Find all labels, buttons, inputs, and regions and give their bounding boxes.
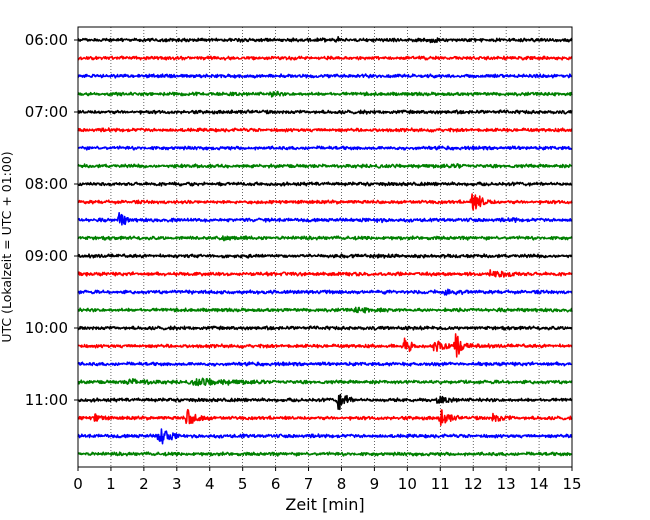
y-tick-label: 06:00 xyxy=(25,31,68,49)
trace-09:45 xyxy=(77,306,573,314)
trace-09:00 xyxy=(77,253,573,259)
trace-07:30 xyxy=(77,145,573,151)
trace-07:45 xyxy=(77,163,573,169)
trace-08:30 xyxy=(77,211,573,226)
trace-09:15 xyxy=(77,269,573,278)
trace-11:30 xyxy=(77,428,573,445)
y-tick-label: 10:00 xyxy=(25,319,68,337)
trace-11:15 xyxy=(77,408,573,426)
y-tick-label: 09:00 xyxy=(25,247,68,265)
x-tick-label: 10 xyxy=(398,475,417,493)
x-axis-label: Zeit [min] xyxy=(285,495,364,514)
trace-08:00 xyxy=(77,181,573,187)
x-tick-label: 1 xyxy=(106,475,116,493)
plot-frame xyxy=(77,26,573,468)
trace-09:30 xyxy=(77,288,573,296)
vertical-grid xyxy=(110,27,540,467)
trace-10:15 xyxy=(77,333,573,358)
x-tick-label: 11 xyxy=(431,475,450,493)
x-tick-label: 5 xyxy=(238,475,248,493)
trace-10:45 xyxy=(77,377,573,387)
x-tick-label: 8 xyxy=(337,475,347,493)
trace-06:00 xyxy=(77,35,573,44)
trace-08:45 xyxy=(77,235,573,242)
trace-11:00 xyxy=(77,393,573,411)
x-tick-label: 2 xyxy=(139,475,149,493)
trace-08:15 xyxy=(77,193,573,211)
trace-10:00 xyxy=(77,325,573,331)
y-tick-label: 07:00 xyxy=(25,103,68,121)
x-tick-label: 15 xyxy=(562,475,581,493)
x-tick-label: 13 xyxy=(497,475,516,493)
trace-11:45 xyxy=(77,451,573,457)
x-tick-label: 7 xyxy=(304,475,314,493)
trace-07:15 xyxy=(77,127,573,133)
trace-10:30 xyxy=(77,361,573,367)
y-axis: 06:00 07:00 08:00 09:00 10:00 11:00 xyxy=(25,31,78,409)
trace-07:00 xyxy=(77,109,573,115)
x-tick-label: 4 xyxy=(205,475,215,493)
trace-06:45 xyxy=(77,90,573,98)
x-tick-label: 12 xyxy=(464,475,483,493)
trace-06:15 xyxy=(77,55,573,61)
x-axis: 0 1 2 3 4 5 6 7 8 9 10 11 12 13 14 15 xyxy=(73,467,582,493)
x-tick-label: 6 xyxy=(271,475,281,493)
x-tick-label: 14 xyxy=(530,475,549,493)
trace-group xyxy=(77,35,573,457)
x-tick-label: 0 xyxy=(73,475,83,493)
y-tick-label: 11:00 xyxy=(25,391,68,409)
y-axis-label: UTC (Lokalzeit = UTC + 01:00) xyxy=(0,151,14,342)
x-tick-label: 3 xyxy=(172,475,182,493)
trace-06:30 xyxy=(77,73,573,79)
x-tick-label: 9 xyxy=(370,475,380,493)
y-tick-label: 08:00 xyxy=(25,175,68,193)
